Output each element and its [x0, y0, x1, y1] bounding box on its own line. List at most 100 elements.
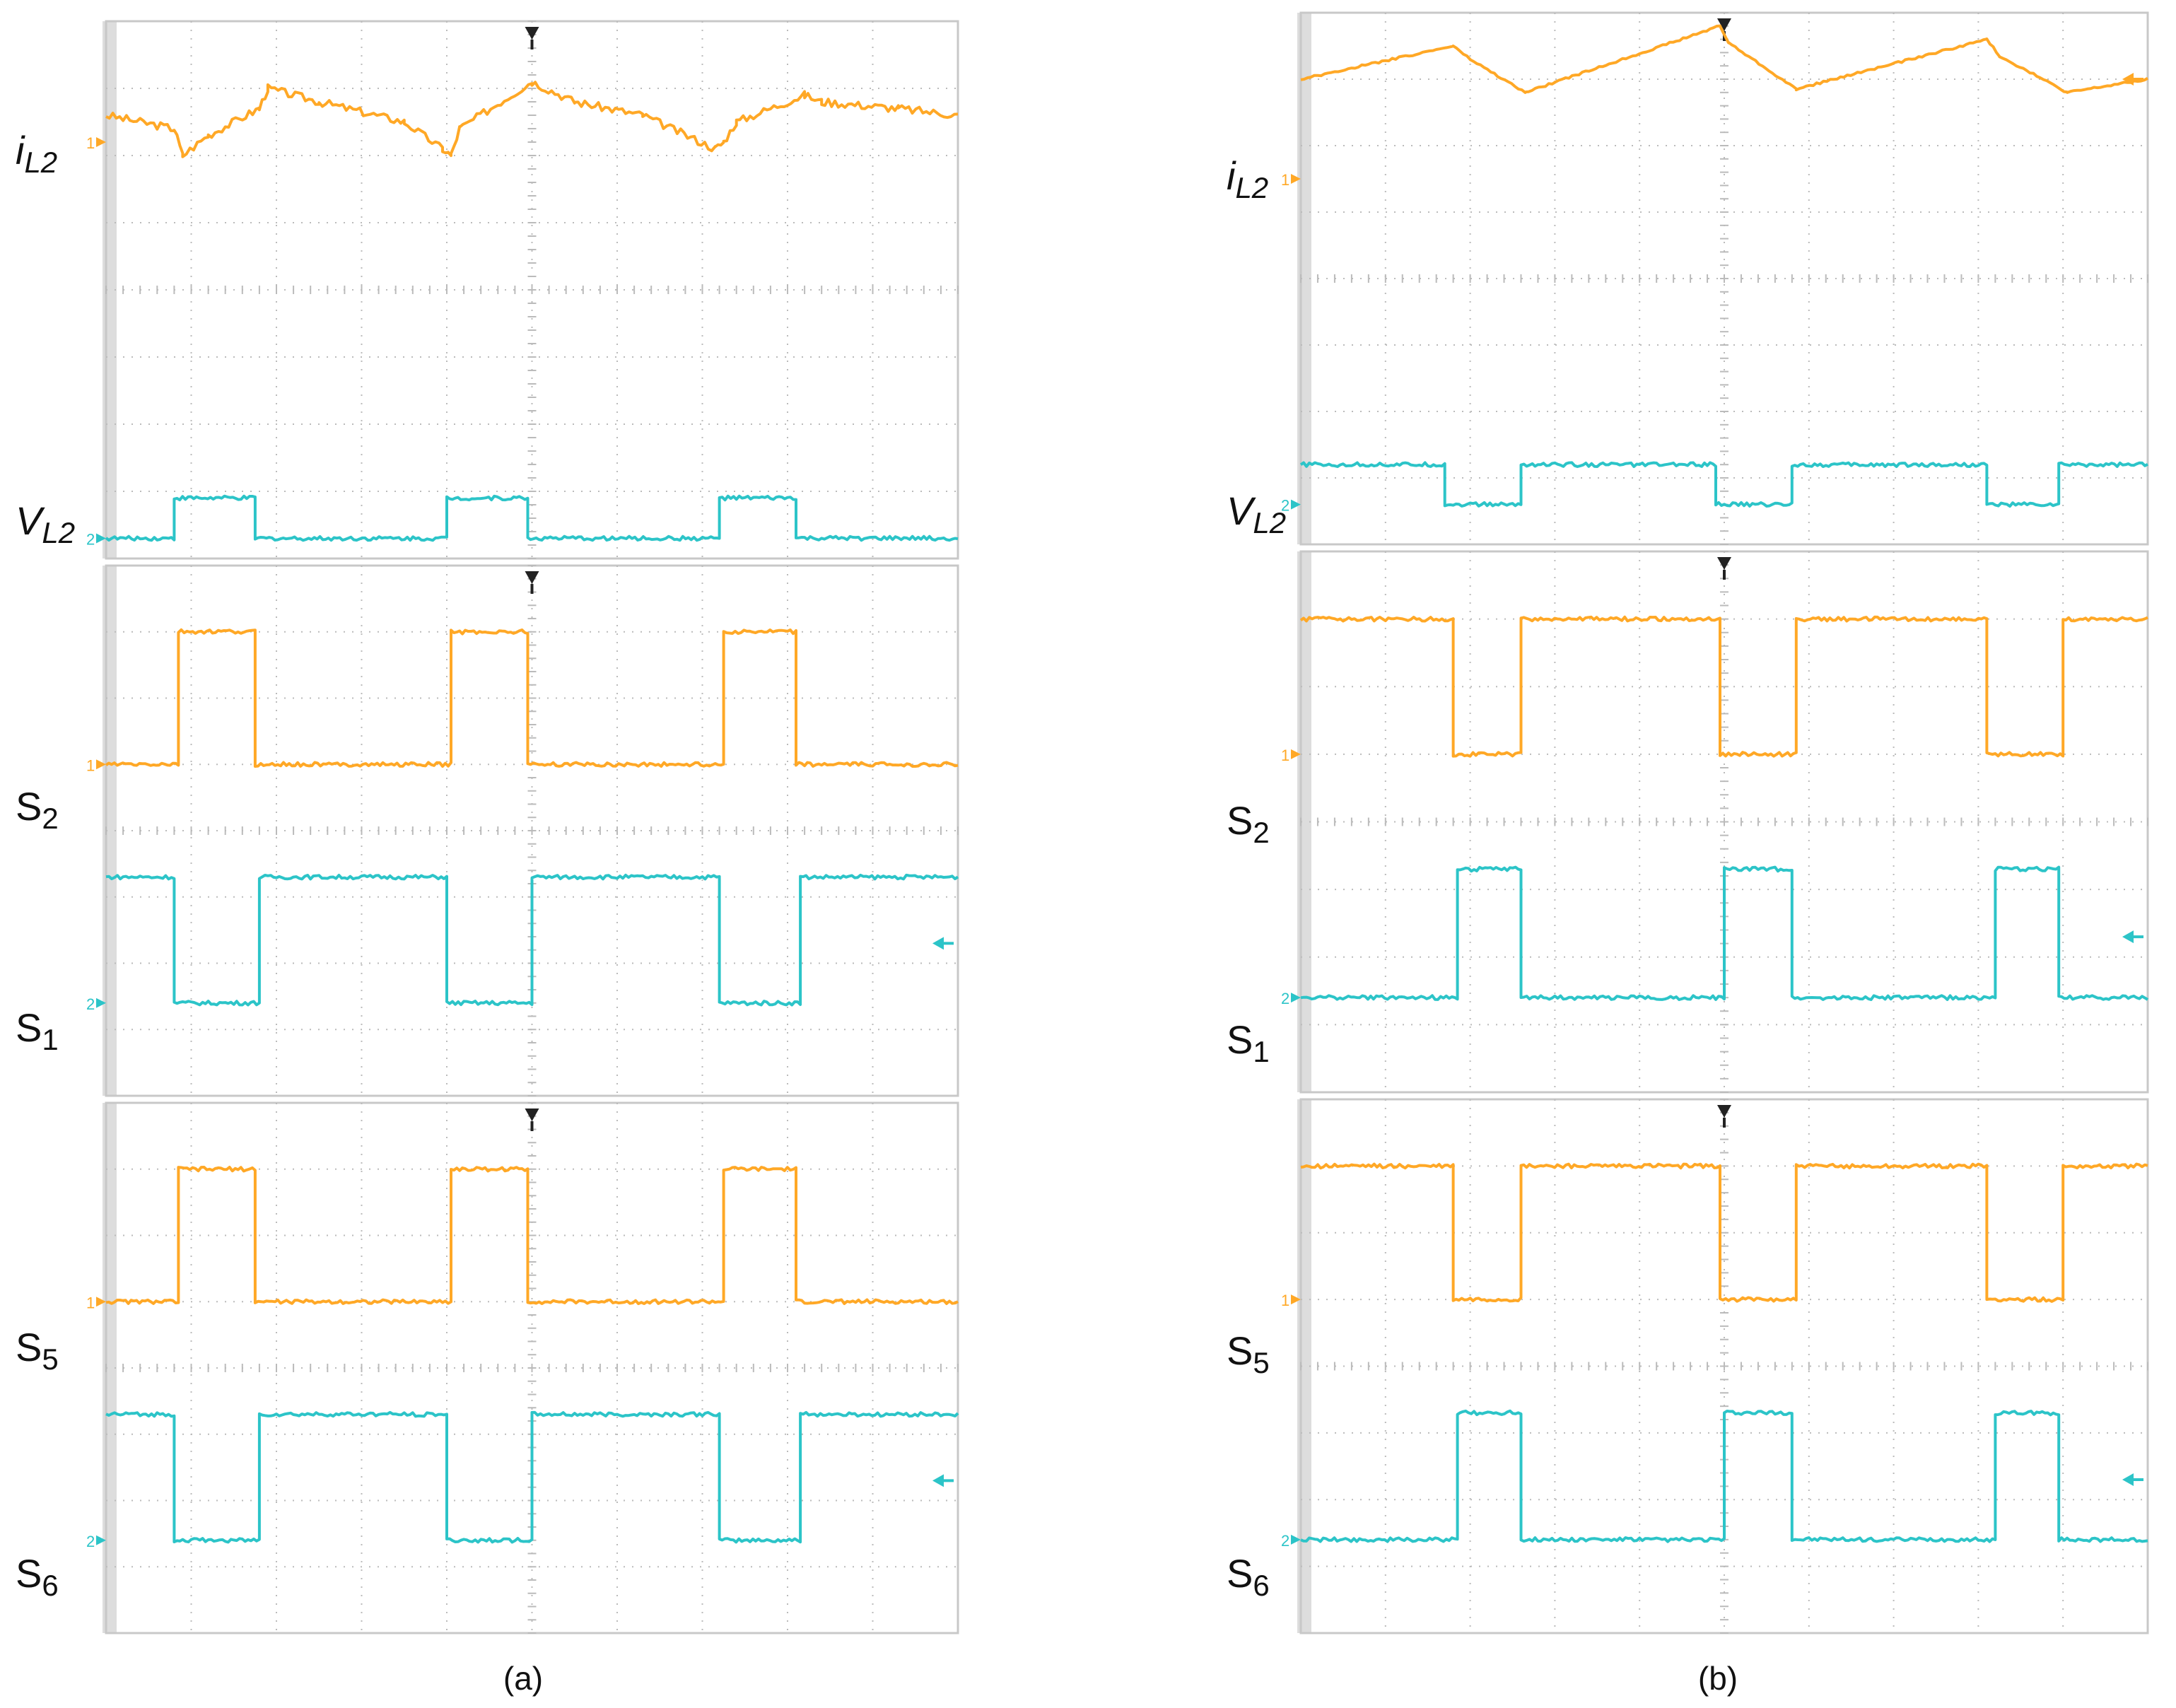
- label-subscript: L2: [1235, 171, 1268, 204]
- ground-marker-number: 2: [1281, 1532, 1289, 1550]
- ground-marker-arrow-icon: [96, 1297, 106, 1307]
- scope-grid: [1301, 551, 2148, 1092]
- ground-marker-number: 1: [86, 1294, 95, 1311]
- label-S1: S1: [16, 1005, 59, 1056]
- label-S2: S2: [1227, 798, 1270, 849]
- ground-marker-ch2: 2: [1281, 1532, 1301, 1550]
- label-subscript: 1: [42, 1023, 58, 1056]
- ground-marker-number: 2: [1281, 990, 1289, 1007]
- label-S5: S5: [1227, 1328, 1270, 1379]
- label-base: S: [1227, 798, 1253, 843]
- label-subscript: L2: [42, 516, 75, 549]
- ground-marker-arrow-icon: [1291, 1534, 1301, 1545]
- ground-marker-ch1: 1: [86, 756, 106, 774]
- ground-marker-number: 1: [1281, 747, 1289, 764]
- ground-marker-number: 2: [86, 1533, 95, 1550]
- trigger-level-arrow-icon: [932, 1474, 954, 1487]
- screen-a3: 12: [86, 1101, 959, 1634]
- trace-VL2: [105, 494, 959, 542]
- screen-b3: 12: [1281, 1098, 2149, 1634]
- ground-marker-number: 2: [1281, 497, 1289, 515]
- ground-marker-arrow-icon: [1291, 174, 1301, 184]
- label-base: S: [1227, 1551, 1253, 1596]
- ground-marker-ch1: 1: [1281, 747, 1301, 764]
- label-subscript: 2: [1253, 816, 1269, 849]
- trace-S1: [105, 873, 959, 1007]
- label-S5: S5: [16, 1325, 59, 1376]
- center-ticks: [1300, 12, 2148, 545]
- screen-a2: 12: [86, 564, 959, 1097]
- label-base: S: [16, 1005, 42, 1050]
- label-subscript: 6: [42, 1569, 58, 1602]
- ground-marker-number: 2: [86, 531, 95, 549]
- label-subscript: 1: [1253, 1035, 1269, 1068]
- ground-marker-ch2: 2: [86, 995, 106, 1013]
- label-base: S: [16, 784, 42, 829]
- label-base: S: [16, 1325, 42, 1369]
- label-S2: S2: [16, 784, 59, 835]
- label-base: i: [1227, 153, 1236, 198]
- label-subscript: 5: [42, 1343, 58, 1376]
- ground-marker-arrow-icon: [1291, 993, 1301, 1003]
- trace-S5: [105, 1166, 959, 1306]
- ground-marker-ch1: 1: [86, 134, 106, 152]
- trace-VL2: [1299, 461, 2148, 508]
- label-S6: S6: [1227, 1551, 1270, 1602]
- trigger-marker-icon: [1717, 557, 1731, 580]
- ground-marker-arrow-icon: [96, 137, 106, 147]
- screen-a1: 12: [86, 20, 959, 560]
- label-subscript: L2: [24, 146, 57, 179]
- ground-marker-ch1: 1: [1281, 171, 1301, 189]
- trigger-marker-icon: [525, 1109, 539, 1131]
- trigger-marker-icon: [525, 27, 539, 49]
- label-VL2: VL2: [1227, 489, 1286, 539]
- scope-grid: [106, 566, 958, 1096]
- trace-S2: [1299, 615, 2148, 758]
- label-base: S: [1227, 1328, 1253, 1373]
- ground-marker-ch2: 2: [1281, 497, 1301, 515]
- label-iL2: iL2: [1227, 153, 1268, 204]
- trace-S1: [1300, 865, 2149, 1001]
- center-ticks: [1300, 1099, 2148, 1634]
- trace-S6: [105, 1410, 959, 1544]
- label-VL2: VL2: [16, 498, 75, 549]
- center-ticks: [105, 565, 959, 1096]
- ground-marker-number: 2: [86, 995, 95, 1013]
- label-base: S: [16, 1551, 42, 1596]
- ground-marker-number: 1: [86, 134, 95, 152]
- ground-marker-arrow-icon: [1291, 749, 1301, 759]
- scope-grid: [106, 1103, 958, 1633]
- screen-b2: 12: [1281, 550, 2149, 1094]
- ground-marker-arrow-icon: [1291, 1294, 1301, 1305]
- ground-marker-number: 1: [1281, 1292, 1289, 1309]
- trace-S2: [105, 628, 959, 768]
- label-subscript: L2: [1253, 506, 1286, 539]
- ground-marker-ch1: 1: [86, 1294, 106, 1311]
- trigger-marker-icon: [525, 571, 539, 594]
- label-S6: S6: [16, 1551, 59, 1602]
- ground-marker-arrow-icon: [96, 1535, 106, 1545]
- trace-iL2: [1300, 24, 2148, 94]
- ground-marker-ch2: 2: [1281, 990, 1301, 1007]
- ground-marker-arrow-icon: [96, 533, 106, 544]
- trace-S5: [1300, 1162, 2148, 1303]
- label-iL2: iL2: [16, 128, 57, 179]
- trace-iL2: [105, 81, 959, 158]
- label-base: i: [16, 128, 25, 172]
- center-ticks: [105, 21, 959, 559]
- ground-marker-ch1: 1: [1281, 1292, 1301, 1309]
- center-ticks: [1300, 551, 2148, 1093]
- trigger-level-arrow-icon: [2122, 930, 2143, 944]
- screen-b1: 12: [1281, 11, 2149, 546]
- ground-marker-number: 1: [86, 756, 95, 774]
- ground-marker-arrow-icon: [1291, 499, 1301, 510]
- label-base: S: [1227, 1017, 1253, 1062]
- ground-marker-ch2: 2: [86, 1533, 106, 1550]
- ground-marker-ch2: 2: [86, 531, 106, 549]
- label-base: V: [16, 498, 45, 543]
- label-subscript: 6: [1253, 1569, 1269, 1602]
- caption-0: (a): [503, 1660, 543, 1697]
- label-base: V: [1227, 489, 1256, 533]
- trigger-level-arrow-icon: [2122, 73, 2143, 86]
